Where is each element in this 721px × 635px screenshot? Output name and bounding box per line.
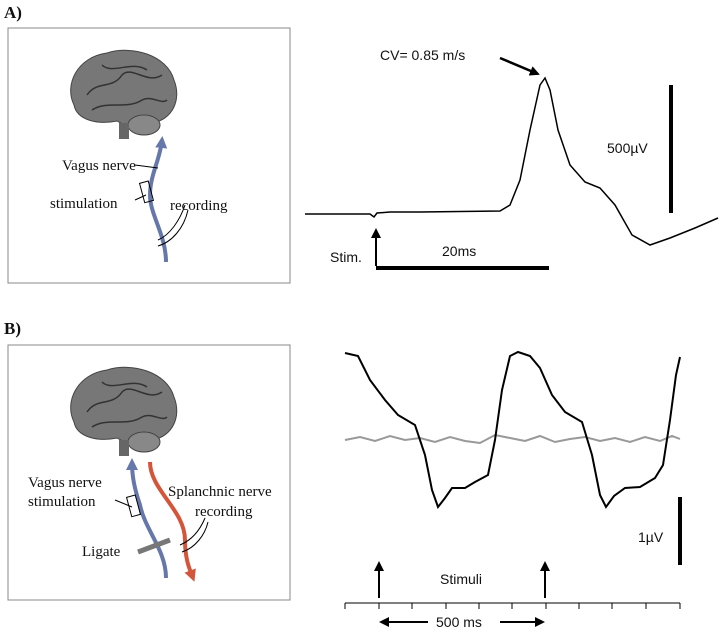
pointer xyxy=(114,499,133,508)
time-axis xyxy=(344,602,681,609)
trace xyxy=(305,76,719,246)
ligate-label: Ligate xyxy=(82,544,121,560)
panel-label: A) xyxy=(4,3,22,22)
brain-icon xyxy=(69,366,178,457)
pointer xyxy=(134,164,159,169)
time-label: 500 ms xyxy=(436,614,482,630)
recording-label: Splanchnic nerve xyxy=(168,484,272,500)
panel-label: B) xyxy=(4,319,21,338)
recording-electrode xyxy=(179,517,209,553)
recording-electrode xyxy=(157,204,189,247)
annotation-arrow xyxy=(499,56,540,76)
recording-label: recording xyxy=(195,504,253,520)
electrode xyxy=(138,180,155,204)
brain-icon xyxy=(69,49,178,140)
amplitude-label: 500µV xyxy=(607,140,648,156)
time-label: 20ms xyxy=(442,243,476,259)
trace xyxy=(344,350,681,510)
splanchnic-nerve xyxy=(148,461,196,582)
annotation: CV= 0.85 m/s xyxy=(380,47,465,63)
electrode xyxy=(125,494,142,518)
stimulation-label: stimulation xyxy=(28,494,96,510)
stimulus-label: Stim. xyxy=(330,249,362,265)
diagram-frame xyxy=(7,344,291,601)
vagus-nerve xyxy=(126,458,168,579)
stimulus-label: Stimuli xyxy=(440,571,482,587)
control-trace xyxy=(344,433,681,445)
nerve-label: Vagus nerve xyxy=(62,158,136,174)
stimulation-label: Vagus nerve xyxy=(28,475,102,491)
pointer xyxy=(134,194,147,201)
recording-label: recording xyxy=(170,198,228,214)
diagram-frame xyxy=(7,27,291,284)
ligature xyxy=(137,537,171,555)
vagus-nerve xyxy=(147,136,168,263)
stimulation-label: stimulation xyxy=(50,196,118,212)
amplitude-label: 1µV xyxy=(638,529,664,545)
